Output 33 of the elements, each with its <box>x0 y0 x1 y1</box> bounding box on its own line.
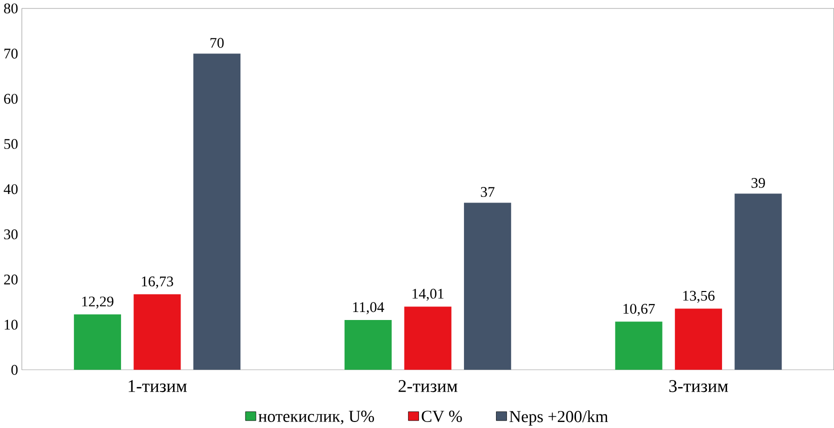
y-tick-label: 30 <box>4 229 18 240</box>
y-tick-label: 10 <box>4 320 18 330</box>
x-tick-label: 3-тизим <box>669 380 728 392</box>
bar <box>404 306 452 370</box>
y-tick-label: 80 <box>4 4 18 14</box>
data-label: 12,29 <box>82 296 114 309</box>
x-tick-label: 2-тизим <box>398 380 458 392</box>
y-tick-label: 0 <box>11 365 18 375</box>
bar <box>134 294 181 370</box>
bar <box>734 194 782 370</box>
y-tick-label: 70 <box>4 48 18 59</box>
bar <box>344 320 392 370</box>
data-label: 39 <box>752 178 765 188</box>
bar <box>615 322 662 370</box>
bar <box>193 54 240 370</box>
data-label: 16,73 <box>142 276 174 289</box>
data-label: 37 <box>480 187 494 198</box>
y-tick-label: 50 <box>4 139 18 150</box>
data-label: 11,04 <box>353 302 384 314</box>
x-tick-label: 1-тизим <box>128 380 187 392</box>
legend-label: CV % <box>422 410 462 422</box>
y-tick-label: 20 <box>4 274 18 285</box>
data-label: 13,56 <box>683 290 715 303</box>
y-tick-label: 60 <box>4 94 18 104</box>
legend-label: Neps +200/km <box>509 410 608 426</box>
bar <box>74 314 122 370</box>
y-tick-label: 40 <box>4 184 18 194</box>
legend-label: нотекислик, U% <box>258 410 374 424</box>
data-label: 10,67 <box>624 304 655 316</box>
data-label: 14,01 <box>412 288 444 301</box>
bar <box>674 308 722 370</box>
bar <box>464 202 512 370</box>
data-label: 70 <box>210 38 224 48</box>
